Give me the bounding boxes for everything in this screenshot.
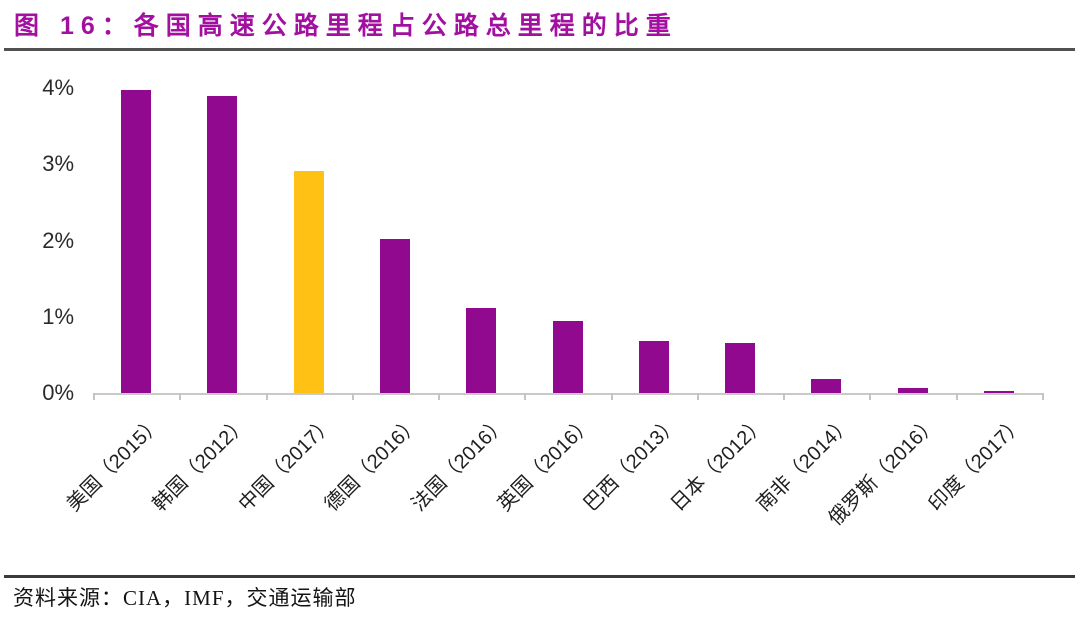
x-axis-tick xyxy=(179,393,182,400)
bar-highlighted xyxy=(293,171,324,393)
footer-divider xyxy=(4,575,1075,578)
bar xyxy=(811,379,842,393)
bar xyxy=(207,95,238,393)
x-axis-tick xyxy=(524,393,527,400)
bar xyxy=(725,343,756,393)
x-axis-tick xyxy=(610,393,613,400)
y-axis-label: 0% xyxy=(42,380,74,405)
bar xyxy=(983,390,1014,393)
title-divider xyxy=(4,48,1075,51)
x-axis-tick xyxy=(955,393,958,400)
figure-title: 图 16：各国高速公路里程占公路总里程的比重 xyxy=(14,12,678,40)
x-axis-tick xyxy=(438,393,441,400)
y-axis-label: 4% xyxy=(42,75,74,100)
x-axis-tick xyxy=(783,393,786,400)
bar xyxy=(552,321,583,393)
y-axis-label: 1% xyxy=(42,303,74,329)
bar xyxy=(121,90,152,393)
x-axis-tick xyxy=(696,393,699,400)
x-axis-tick xyxy=(265,393,268,400)
bar xyxy=(897,388,928,393)
x-axis-tick xyxy=(869,393,872,400)
bar xyxy=(638,341,669,393)
x-axis-tick xyxy=(351,393,354,400)
bar xyxy=(379,238,410,393)
y-axis-label: 3% xyxy=(42,151,74,177)
data-source: 资料来源：CIA，IMF，交通运输部 xyxy=(13,586,357,610)
x-axis-line xyxy=(93,393,1042,395)
bar xyxy=(466,307,497,393)
x-axis-tick xyxy=(93,393,95,400)
x-axis-tick xyxy=(1042,393,1044,400)
y-axis-label: 2% xyxy=(42,227,74,253)
